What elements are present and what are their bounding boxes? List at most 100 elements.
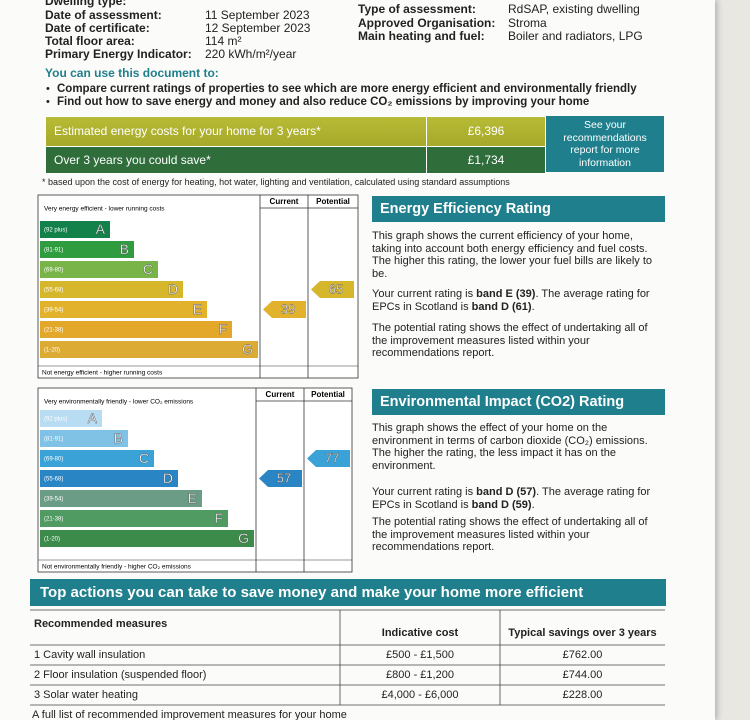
table-cell: £762.00 <box>562 649 603 661</box>
band-letter: F <box>214 510 223 526</box>
bold-text: band D (59) <box>471 498 532 511</box>
band-range: (39-54) <box>44 497 63 503</box>
band-range: (69-80) <box>44 457 63 463</box>
field-value: 220 kWh/m²/year <box>205 47 297 61</box>
band-letter: C <box>143 261 153 277</box>
field-label: Date of assessment: <box>45 8 162 22</box>
band-letter: A <box>88 410 98 426</box>
field-label: Main heating and fuel: <box>358 29 485 43</box>
bullet: Compare current ratings of properties to… <box>57 83 637 95</box>
band-range: (69-80) <box>44 268 63 274</box>
table-cell: £744.00 <box>562 669 603 681</box>
top-label: Very environmentally friendly - lower CO… <box>44 399 194 406</box>
panel-title: Energy Efficiency Rating <box>372 196 665 222</box>
epc-page: Current Potential Very energy efficient - … <box>0 0 715 720</box>
text: The potential rating shows the effect of… <box>372 516 648 553</box>
band-bar <box>40 510 228 527</box>
table-cell: £800 - £1,200 <box>386 669 454 681</box>
bold-text: band E (39) <box>476 288 536 300</box>
rating-arrow <box>259 470 302 487</box>
text: . <box>531 498 535 511</box>
band-bar <box>40 341 258 358</box>
panel-paragraph: The potential rating shows the effect of… <box>372 516 662 554</box>
field-label: Total floor area: <box>45 34 135 48</box>
band-letter: G <box>238 530 249 546</box>
field-value: Boiler and radiators, LPG <box>508 29 643 43</box>
panel-paragraph: Your current rating is band D (57). The … <box>372 486 662 511</box>
band-letter: A <box>96 221 106 237</box>
band-bar <box>40 241 134 258</box>
text: . The average rating for EPCs in Scotlan… <box>372 486 651 511</box>
bold-text: band D (57) <box>476 486 537 498</box>
side-note: See your recommendations report for more… <box>546 116 664 172</box>
bullet: Find out how to save energy and money an… <box>57 96 590 108</box>
band-range: (21-38) <box>44 517 63 523</box>
band-bar <box>40 530 254 547</box>
band-range: (81-91) <box>44 437 63 443</box>
col-header: Potential <box>316 197 350 206</box>
rating-value: 39 <box>281 301 295 316</box>
band-bar <box>40 321 232 338</box>
band-letter: F <box>218 321 227 337</box>
band-letter: E <box>193 301 202 317</box>
text: Your current rating is <box>372 486 477 498</box>
band-bar <box>40 490 202 507</box>
field-label: Primary Energy Indicator: <box>45 47 192 61</box>
table-cell: 1 Cavity wall insulation <box>34 649 146 661</box>
cost-value: £6,396 <box>426 116 546 147</box>
band-bar <box>40 301 207 318</box>
band-bar <box>40 430 128 447</box>
band-bar <box>40 221 110 238</box>
cost-label: Estimated energy costs for your home for… <box>45 116 427 147</box>
bullet-dot: • <box>46 96 50 108</box>
col-header: Current <box>270 197 299 206</box>
band-range: (21-38) <box>44 328 63 334</box>
text: . <box>531 300 535 313</box>
bottom-label: Not energy efficient - higher running co… <box>42 370 163 377</box>
table-cell: £228.00 <box>562 689 603 701</box>
bullet-dot: • <box>46 83 50 95</box>
field-value: 114 m² <box>205 34 242 48</box>
field-value: 12 September 2023 <box>205 21 311 35</box>
band-letter: B <box>120 241 129 257</box>
table-cell: £500 - £1,500 <box>386 649 454 661</box>
band-bar <box>40 470 178 487</box>
band-bar <box>40 410 102 427</box>
table-cell: 2 Floor insulation (suspended floor) <box>34 669 207 681</box>
band-range: (92 plus) <box>44 417 67 423</box>
field-label: Type of assessment: <box>358 2 476 16</box>
panel-paragraph: The potential rating shows the effect of… <box>372 322 662 360</box>
text: The potential rating shows the effect of… <box>372 322 648 359</box>
bold-text: band D (61) <box>471 300 532 313</box>
table-header: Typical savings over 3 years <box>508 627 657 639</box>
field-label: Approved Organisation: <box>358 16 496 30</box>
band-bar <box>40 450 154 467</box>
rating-value: 77 <box>325 450 339 465</box>
table-cell: 3 Solar water heating <box>34 689 138 701</box>
field-label: Date of certificate: <box>45 21 150 35</box>
band-range: (55-68) <box>44 288 63 294</box>
band-range: (81-91) <box>44 248 63 254</box>
text: . The average rating for EPCs in Scotlan… <box>372 288 650 313</box>
field-value: 11 September 2023 <box>205 8 310 22</box>
table-header: Indicative cost <box>381 627 459 639</box>
cost-label: Over 3 years you could save* <box>45 146 427 174</box>
actions-footer: A full list of recommended improvement m… <box>32 709 347 720</box>
band-letter: E <box>188 490 197 506</box>
top-label: Very energy efficient - lower running co… <box>44 206 165 213</box>
band-bar <box>40 261 158 278</box>
band-letter: D <box>168 281 178 297</box>
col-header: Current <box>266 390 295 399</box>
rating-arrow <box>311 281 354 298</box>
field-value: Stroma <box>508 16 547 30</box>
rating-value: 57 <box>277 470 291 485</box>
text: This graph shows the current efficiency … <box>372 230 653 280</box>
cost-value: £1,734 <box>426 146 546 174</box>
actions-title: Top actions you can take to save money a… <box>30 579 666 606</box>
panel-paragraph: This graph shows the effect of your home… <box>372 422 662 472</box>
bottom-label: Not environmentally friendly - higher CO… <box>42 564 192 571</box>
band-letter: D <box>163 470 173 486</box>
band-range: (39-54) <box>44 308 63 314</box>
text: This graph shows the effect of your home… <box>372 422 648 472</box>
table-cell: £4,000 - £6,000 <box>381 689 459 701</box>
